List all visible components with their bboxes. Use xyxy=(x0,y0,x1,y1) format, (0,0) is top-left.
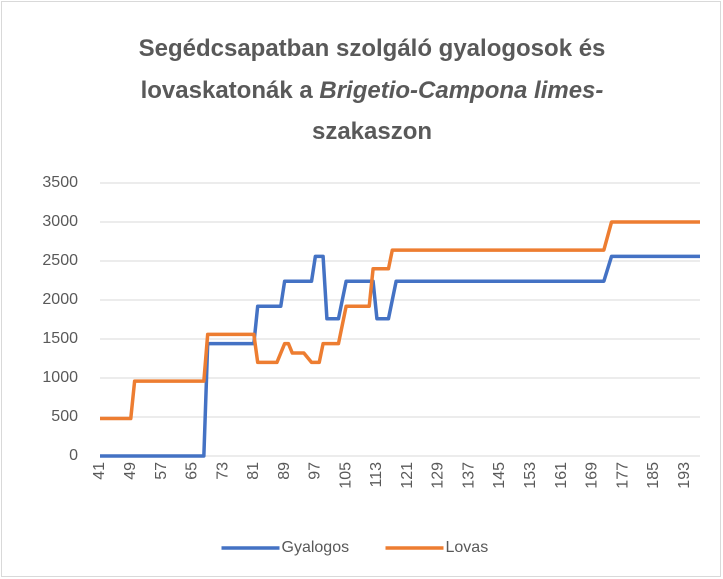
y-tick-label: 3500 xyxy=(42,174,78,191)
y-tick-label: 1500 xyxy=(42,330,78,347)
x-tick-label: 97 xyxy=(307,462,324,480)
x-tick-label: 161 xyxy=(553,462,570,489)
x-tick-label: 89 xyxy=(276,462,293,480)
x-tick-label: 121 xyxy=(399,462,416,489)
x-tick-label: 145 xyxy=(491,462,508,489)
chart-title: Segédcsapatban szolgáló gyalogosok és xyxy=(139,35,606,62)
x-tick-label: 57 xyxy=(153,462,170,480)
y-tick-label: 0 xyxy=(69,447,78,464)
x-tick-label: 105 xyxy=(337,462,354,489)
title-line: szakaszon xyxy=(312,118,432,145)
x-tick-label: 129 xyxy=(430,462,447,489)
x-tick-label: 153 xyxy=(522,462,539,489)
title-italic: Brigetio-Campona limes- xyxy=(319,77,603,104)
legend-label: Lovas xyxy=(446,539,489,556)
y-tick-label: 500 xyxy=(51,408,78,425)
title-line: Segédcsapatban szolgáló gyalogosok és xyxy=(139,35,606,62)
chart-title: szakaszon xyxy=(312,118,432,145)
x-tick-label: 73 xyxy=(214,462,231,480)
x-tick-label: 185 xyxy=(645,462,662,489)
x-tick-label: 169 xyxy=(584,462,601,489)
x-tick-label: 49 xyxy=(122,462,139,480)
y-tick-label: 2500 xyxy=(42,252,78,269)
x-tick-label: 41 xyxy=(91,462,108,480)
title-line: lovaskatonák a xyxy=(141,77,320,104)
y-tick-label: 1000 xyxy=(42,369,78,386)
x-tick-label: 65 xyxy=(184,462,201,480)
legend-label: Gyalogos xyxy=(282,539,350,556)
x-tick-label: 177 xyxy=(614,462,631,489)
chart-title: lovaskatonák a Brigetio-Campona limes- xyxy=(141,77,604,104)
line-series xyxy=(100,220,700,421)
x-tick-label: 137 xyxy=(460,462,477,489)
x-tick-label: 193 xyxy=(676,462,693,489)
y-tick-label: 2000 xyxy=(42,291,78,308)
x-tick-label: 81 xyxy=(245,462,262,480)
x-tick-label: 113 xyxy=(368,462,385,488)
y-tick-label: 3000 xyxy=(42,213,78,230)
